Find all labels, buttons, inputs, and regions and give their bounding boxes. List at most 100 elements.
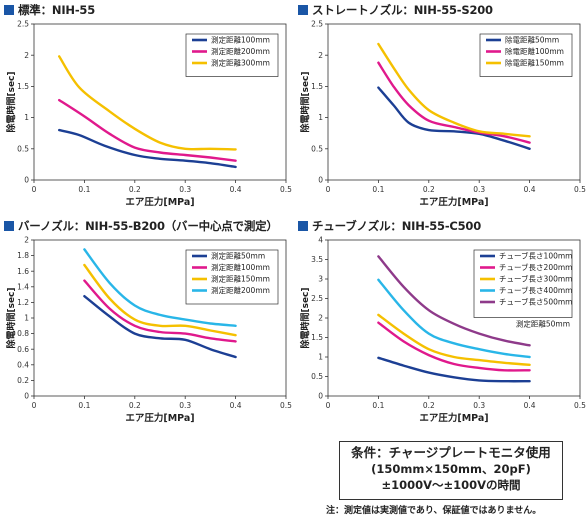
legend-note: 測定距離50mm — [516, 319, 570, 329]
x-tick-label: 0.3 — [179, 401, 191, 410]
conditions-line-3: ±1000V～±100Vの時間 — [381, 478, 521, 492]
title-square-icon — [298, 5, 308, 15]
series-line — [83, 248, 237, 327]
y-tick-label: 0.4 — [17, 360, 29, 369]
conditions-line-2: (150mm×150mm、20pF) — [371, 462, 531, 476]
footnote: 注：測定値は実測値であり、保証値ではありません。 — [326, 506, 542, 516]
series-line — [377, 61, 531, 144]
series-line — [377, 42, 531, 138]
panel-title: ストレートノズル：NIH-55-S200 — [298, 2, 493, 18]
x-tick-label: 0.1 — [372, 401, 384, 410]
series-line — [83, 295, 237, 359]
y-tick-label: 0.5 — [17, 144, 29, 153]
series-line — [83, 279, 237, 343]
series-line — [58, 98, 237, 162]
y-tick-label: 0 — [24, 392, 29, 401]
x-tick-label: 0.3 — [473, 401, 485, 410]
x-tick-label: 0.2 — [129, 185, 141, 194]
title-square-icon — [4, 5, 14, 15]
legend-label: 除電距離100mm — [505, 46, 564, 56]
x-tick-label: 0.5 — [574, 401, 586, 410]
y-tick-label: 0.5 — [311, 144, 323, 153]
chart-panel-2: ストレートノズル：NIH-55-S200 0 0.1 0.2 0.3 0.4 0.5 0 0.… — [298, 2, 587, 212]
series-line — [58, 128, 237, 169]
series-line — [58, 55, 237, 151]
legend-label: 測定距離50mm — [211, 251, 265, 261]
line-chart: 0 0.1 0.2 0.3 0.4 0.5 0 0.5 1 1.5 2 2.5 エア圧力[MPa] 除電時… — [5, 20, 292, 208]
line-chart: 0 0.1 0.2 0.3 0.4 0.5 0 0.5 1 1.5 2 2.5 3 3.5 4 エア圧力[MP… — [299, 236, 586, 424]
y-tick-label: 1.5 — [311, 333, 323, 342]
chart-title: チューブノズル：NIH-55-C500 — [312, 219, 482, 233]
x-tick-label: 0.3 — [179, 185, 191, 194]
x-tick-label: 0.4 — [524, 185, 536, 194]
y-axis-label: 除電時間[sec] — [299, 287, 311, 348]
chart-panel-3: バーノズル：NIH-55-B200（バー中心点で測定） 0 0.1 0.2 0.3 0.… — [4, 218, 294, 428]
panel-title: 標準：NIH-55 — [4, 2, 95, 18]
y-tick-label: 0.2 — [17, 376, 29, 385]
chart-panel-4: チューブノズル：NIH-55-C500 0 0.1 0.2 0.3 0.4 0.5 0 0.5… — [298, 218, 587, 428]
x-tick-label: 0 — [326, 185, 331, 194]
y-tick-label: 4 — [318, 236, 323, 245]
series-line — [377, 255, 531, 347]
series-line — [377, 278, 531, 359]
y-tick-label: 2 — [24, 236, 29, 245]
y-tick-label: 0 — [318, 392, 323, 401]
y-tick-label: 1 — [24, 113, 29, 122]
y-tick-label: 2.5 — [311, 294, 323, 303]
legend-label: チューブ長さ100mm — [499, 251, 572, 261]
series-line — [377, 86, 531, 150]
y-axis-label: 除電時間[sec] — [299, 71, 311, 132]
x-tick-label: 0.4 — [524, 401, 536, 410]
legend-label: 測定距離300mm — [211, 58, 270, 68]
x-tick-label: 0 — [32, 401, 37, 410]
panel-title: バーノズル：NIH-55-B200（バー中心点で測定） — [4, 218, 278, 234]
y-tick-label: 1.5 — [17, 82, 29, 91]
x-tick-label: 0.5 — [574, 185, 586, 194]
y-axis-label: 除電時間[sec] — [5, 71, 17, 132]
legend-label: 測定距離200mm — [211, 285, 270, 295]
legend-label: 測定距離200mm — [211, 46, 270, 56]
y-tick-label: 0.6 — [17, 345, 29, 354]
legend-label: 測定距離100mm — [211, 262, 270, 272]
legend-box — [473, 249, 573, 318]
x-axis-label: エア圧力[MPa] — [125, 412, 194, 424]
chart-title: バーノズル：NIH-55-B200（バー中心点で測定） — [18, 219, 278, 233]
x-tick-label: 0 — [32, 185, 37, 194]
conditions-box: 条件：チャージプレートモニタ使用 (150mm×150mm、20pF) ±100… — [339, 441, 563, 500]
x-tick-label: 0.4 — [230, 401, 242, 410]
y-tick-label: 2.5 — [311, 20, 323, 29]
series-line — [377, 321, 531, 372]
x-tick-label: 0.4 — [230, 185, 242, 194]
legend-label: 測定距離150mm — [211, 274, 270, 284]
chart-title: ストレートノズル：NIH-55-S200 — [312, 3, 493, 17]
legend-label: チューブ長さ400mm — [499, 285, 572, 295]
series-line — [83, 263, 237, 337]
legend-label: 除電距離150mm — [505, 58, 564, 68]
x-tick-label: 0.5 — [280, 401, 292, 410]
chart-panel-1: 標準：NIH-55 0 0.1 0.2 0.3 0.4 0.5 0 0.5 1 1.5 2 2.5 エア… — [4, 2, 294, 212]
line-chart: 0 0.1 0.2 0.3 0.4 0.5 0 0.2 0.4 0.6 0.8 1 1.2 1.4 1.6 1… — [5, 236, 292, 424]
panel-title: チューブノズル：NIH-55-C500 — [298, 218, 481, 234]
title-square-icon — [298, 221, 308, 231]
x-tick-label: 0.2 — [423, 185, 435, 194]
x-tick-label: 0.1 — [78, 401, 90, 410]
y-tick-label: 1.2 — [17, 298, 29, 307]
y-tick-label: 3.5 — [311, 255, 323, 264]
y-tick-label: 1 — [24, 314, 29, 323]
y-tick-label: 3 — [318, 275, 323, 284]
x-tick-label: 0.3 — [473, 185, 485, 194]
legend-label: 測定距離100mm — [211, 35, 270, 45]
conditions-line-1: 条件：チャージプレートモニタ使用 — [351, 445, 551, 460]
x-tick-label: 0.2 — [129, 401, 141, 410]
y-tick-label: 2.5 — [17, 20, 29, 29]
y-tick-label: 0 — [318, 176, 323, 185]
line-chart: 0 0.1 0.2 0.3 0.4 0.5 0 0.5 1 1.5 2 2.5 エア圧力[MPa] 除電時… — [299, 20, 586, 208]
y-tick-label: 1 — [318, 113, 323, 122]
y-tick-label: 2 — [24, 51, 29, 60]
x-axis-label: エア圧力[MPa] — [419, 196, 488, 208]
title-square-icon — [4, 221, 14, 231]
legend-box — [185, 249, 279, 305]
x-tick-label: 0.1 — [372, 185, 384, 194]
chart-title: 標準：NIH-55 — [18, 3, 96, 17]
y-tick-label: 2 — [318, 314, 323, 323]
